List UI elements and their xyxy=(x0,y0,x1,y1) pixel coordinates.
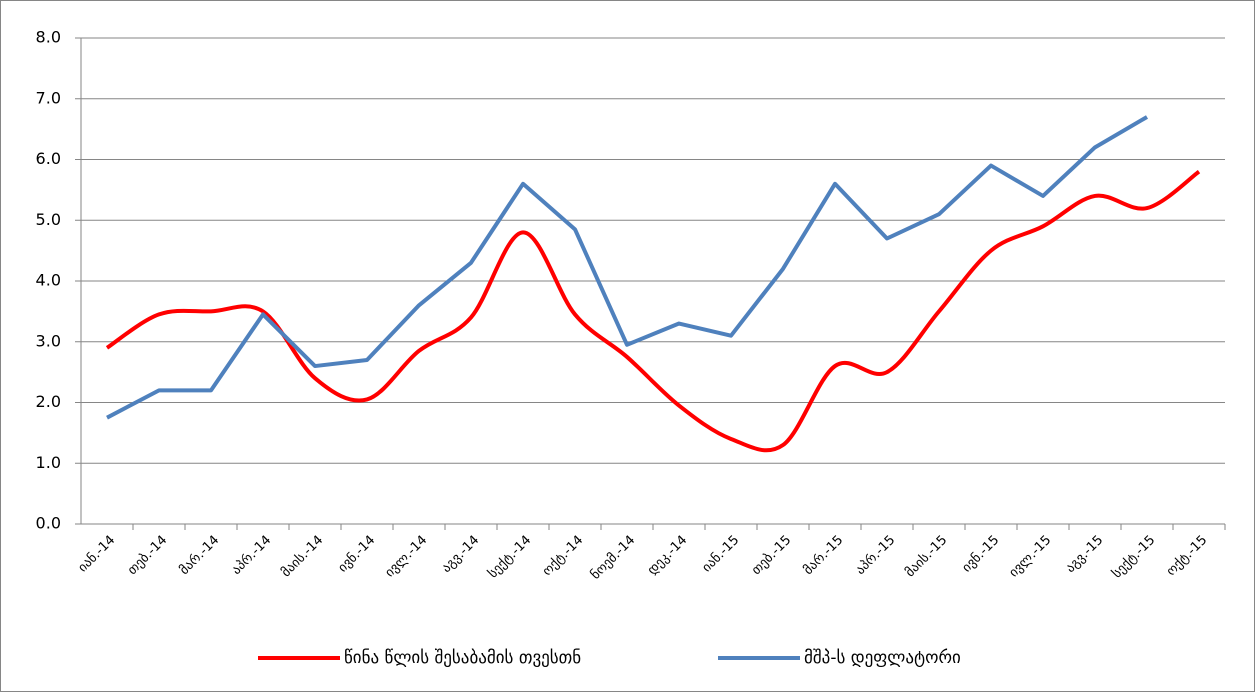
y-tick-label: 4.0 xyxy=(36,271,61,290)
y-tick-label: 7.0 xyxy=(36,88,61,107)
series-line xyxy=(105,170,1201,453)
y-tick-label: 0.0 xyxy=(36,514,61,533)
legend-label: წინა წლის შესაბამის თვესთნ xyxy=(344,648,581,668)
series-line xyxy=(106,115,1149,420)
y-tick-label: 2.0 xyxy=(36,392,61,411)
y-tick-label: 3.0 xyxy=(36,331,61,350)
legend-label: მშპ-ს დეფლატორი xyxy=(804,648,961,668)
y-tick-label: 6.0 xyxy=(36,149,61,168)
y-tick-label: 1.0 xyxy=(36,453,61,472)
y-tick-label: 8.0 xyxy=(36,28,61,47)
y-tick-label: 5.0 xyxy=(36,210,61,229)
